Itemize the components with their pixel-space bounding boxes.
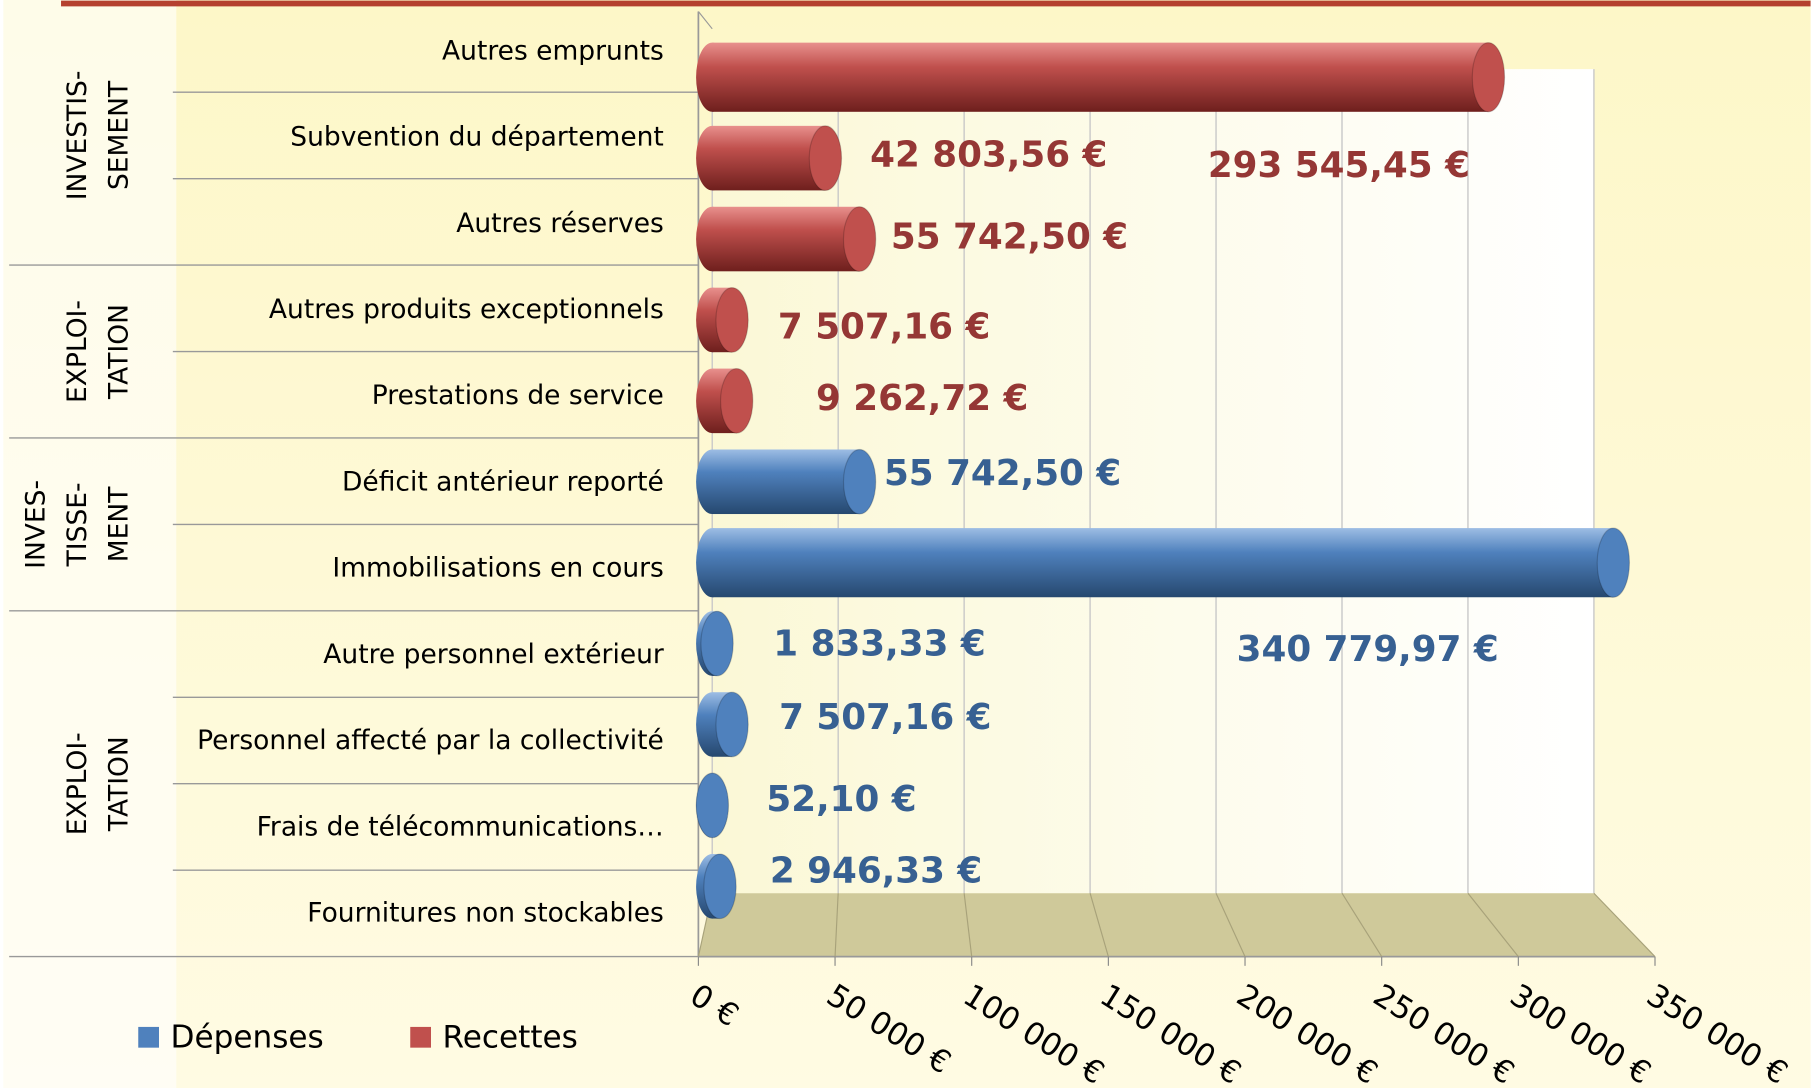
- bar-cap: [716, 288, 748, 353]
- data-label: 1 833,33 €: [773, 623, 985, 664]
- group-label: MENT: [103, 486, 134, 562]
- bar-cap: [1597, 528, 1629, 597]
- bar-cap: [721, 369, 753, 434]
- bar-cap: [701, 611, 733, 676]
- category-label: Déficit antérieur reporté: [342, 466, 664, 497]
- legend-label: Dépenses: [171, 1019, 324, 1055]
- data-label: 55 742,50 €: [891, 217, 1128, 258]
- bar-cap: [716, 692, 748, 757]
- group-label: INVESTIS-: [62, 71, 93, 201]
- bar-cap: [696, 773, 728, 838]
- bar: [712, 43, 1488, 112]
- group-label: SEMENT: [103, 80, 134, 190]
- bar: [712, 126, 825, 191]
- bar-cap: [843, 449, 875, 514]
- category-label: Prestations de service: [372, 380, 664, 411]
- bar-cap: [809, 126, 841, 191]
- legend-swatch: [410, 1027, 431, 1048]
- data-label: 293 545,45 €: [1208, 145, 1470, 186]
- bar: [712, 449, 859, 514]
- legend-label: Recettes: [443, 1019, 578, 1055]
- group-label: INVES-: [20, 480, 51, 569]
- category-label: Autres produits exceptionnels: [269, 294, 664, 325]
- category-label: Subvention du département: [290, 122, 664, 153]
- data-label: 2 946,33 €: [770, 850, 982, 891]
- bar: [712, 528, 1613, 597]
- bar-cap: [1472, 43, 1504, 112]
- category-label: Autres emprunts: [442, 35, 664, 66]
- group-label: EXPLOI-: [62, 300, 93, 403]
- data-label: 42 803,56 €: [870, 135, 1107, 176]
- group-label: TATION: [103, 304, 134, 400]
- data-label: 55 742,50 €: [884, 453, 1121, 494]
- data-label: 7 507,16 €: [778, 306, 990, 347]
- category-label: Autre personnel extérieur: [323, 639, 664, 670]
- category-label: Personnel affecté par la collectivité: [197, 725, 664, 756]
- category-label: Fournitures non stockables: [307, 897, 664, 928]
- group-label: TATION: [103, 736, 134, 832]
- data-label: 340 779,97 €: [1237, 629, 1499, 670]
- data-label: 9 262,72 €: [816, 378, 1028, 419]
- data-label: 52,10 €: [766, 779, 916, 820]
- bar-cap: [843, 207, 875, 272]
- bar: [712, 207, 859, 272]
- category-label: Frais de télécommunications…: [257, 811, 664, 842]
- bar-cap: [704, 854, 736, 919]
- data-label: 7 507,16 €: [779, 697, 991, 738]
- category-label: Autres réserves: [456, 208, 664, 239]
- category-label: Immobilisations en cours: [332, 553, 663, 584]
- group-label: EXPLOI-: [62, 732, 93, 835]
- group-label: TISSE-: [62, 482, 93, 567]
- legend-swatch: [138, 1027, 159, 1048]
